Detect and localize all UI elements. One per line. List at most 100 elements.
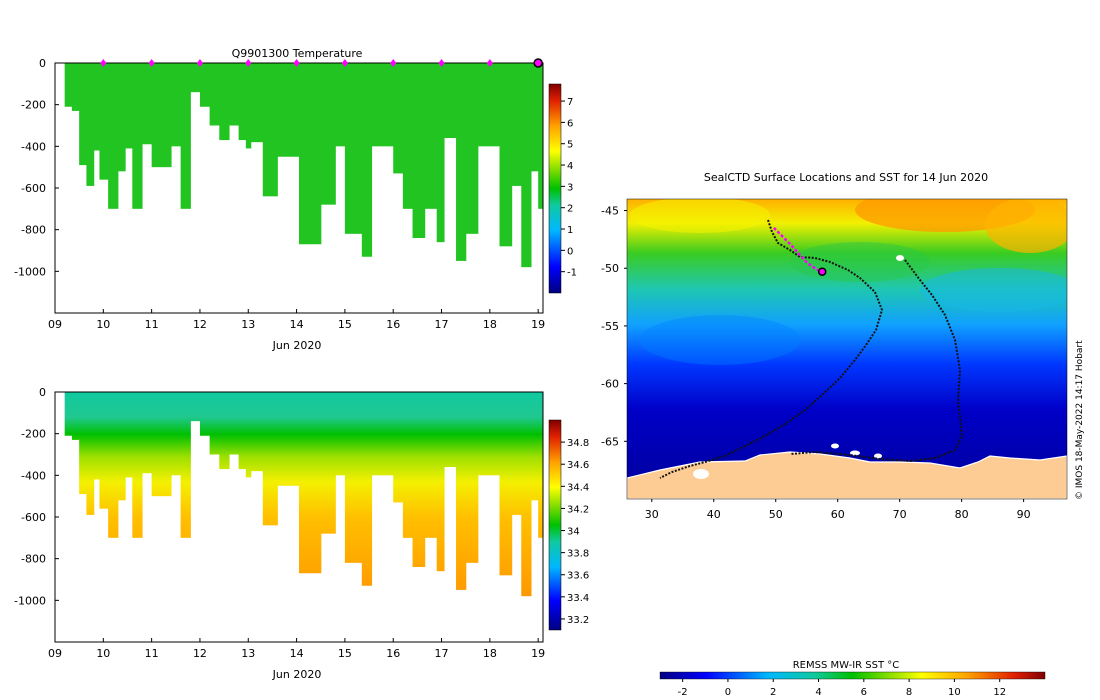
x-tick-label: 11 — [145, 318, 159, 331]
x-tick-label: 09 — [48, 647, 62, 660]
colorbar-tick-label: 1 — [567, 225, 573, 236]
ice-patch — [693, 469, 709, 479]
profile-column — [108, 63, 119, 209]
profile-column — [499, 63, 513, 247]
profile-column — [228, 392, 240, 455]
current-position-marker — [817, 267, 827, 276]
profile-column — [381, 63, 394, 147]
recent-track — [772, 226, 827, 276]
surface-marker — [196, 59, 203, 67]
profile-column — [487, 392, 501, 476]
profile-column — [465, 63, 479, 234]
profile-column — [132, 392, 143, 538]
x-tick-label: 11 — [145, 647, 159, 660]
profile-column — [456, 392, 467, 590]
y-tick-label: -200 — [21, 99, 46, 112]
profile-column — [64, 392, 73, 436]
profile-column — [335, 392, 346, 476]
profile-column — [344, 63, 356, 234]
sst-field — [627, 199, 1067, 499]
profile-column — [354, 392, 363, 563]
sst-background — [627, 199, 1067, 499]
colorbar-tick-label: 6 — [567, 118, 573, 129]
profile-column — [277, 392, 293, 486]
y-tick-label: -1000 — [14, 594, 46, 607]
x-tick-label: 13 — [241, 647, 255, 660]
colorbar-tick-label: 33.8 — [567, 549, 589, 560]
profile-column — [477, 63, 489, 147]
profile-column — [209, 392, 220, 455]
colorbar-tick-label: 33.2 — [567, 615, 589, 626]
x-tick-label: 16 — [386, 318, 400, 331]
temperature-colorbar — [548, 83, 562, 294]
profile-column — [190, 63, 201, 93]
profile-column — [71, 392, 80, 440]
x-tick-label: 12 — [193, 647, 207, 660]
profile-column — [245, 392, 252, 478]
profile-column — [117, 392, 126, 501]
profile-column — [381, 392, 394, 476]
profile-column — [86, 392, 95, 515]
surface-marker — [341, 59, 348, 67]
profile-column — [393, 392, 404, 503]
colorbar-tick-label: 7 — [567, 97, 573, 108]
temperature-profiles — [64, 63, 543, 268]
colorbar-tick-label: 34.4 — [567, 482, 589, 493]
profile-column — [511, 63, 522, 186]
warm-patch — [630, 199, 770, 233]
x-tick-label: 13 — [241, 318, 255, 331]
ice-patch — [874, 453, 882, 459]
profile-column — [117, 63, 126, 172]
salinity-xlabel: Jun 2020 — [272, 668, 322, 681]
x-tick-label: 12 — [193, 318, 207, 331]
profile-column — [151, 392, 162, 497]
x-tick-label: 09 — [48, 318, 62, 331]
ice-patch — [850, 450, 860, 456]
temperature-colorbar-ticks: 7 6 5 4 3 2 1 0 -1 — [561, 97, 577, 279]
green-patch — [790, 242, 930, 282]
profile-column — [311, 392, 322, 574]
surface-marker — [438, 59, 445, 67]
profile-column — [161, 392, 172, 497]
profile-column — [530, 63, 539, 172]
lat-tick-label: -45 — [601, 205, 619, 218]
profile-column — [311, 63, 322, 245]
kerguelen-island — [896, 255, 904, 261]
credit-text: © IMOS 18-May-2022 14:17 Hobart — [1075, 340, 1085, 500]
surface-marker — [100, 59, 107, 67]
y-tick-label: -800 — [21, 553, 46, 566]
x-tick-label: 16 — [386, 647, 400, 660]
current-marker — [533, 58, 543, 68]
profile-column — [180, 392, 191, 538]
profile-column — [228, 63, 240, 126]
profile-column — [299, 63, 312, 245]
profile-column — [371, 392, 382, 476]
profile-column — [436, 63, 445, 243]
profile-column — [99, 63, 109, 180]
profile-column — [71, 63, 80, 111]
colorbar-tick-label: 0 — [567, 246, 573, 257]
temperature-xlabel: Jun 2020 — [272, 339, 322, 352]
salinity-y-axis: 0 -200 -400 -600 -800 -1000 — [14, 386, 59, 607]
profile-column — [132, 63, 143, 209]
x-tick-label: 14 — [290, 647, 304, 660]
colorbar-tick-label: 3 — [567, 182, 573, 193]
profile-column — [487, 63, 501, 147]
cyan-patch — [920, 268, 1067, 312]
profile-column — [291, 63, 300, 157]
profile-column — [219, 63, 230, 141]
x-tick-label: 10 — [96, 318, 110, 331]
profile-column — [465, 392, 479, 563]
temperature-section-plot: Q9901300 Temperature 09 10 11 12 13 14 15 16 17 1… — [14, 47, 577, 352]
salinity-profiles — [64, 392, 543, 597]
colorbar-tick-label: 34 — [567, 527, 580, 538]
y-tick-label: -600 — [21, 511, 46, 524]
lon-tick-label: 40 — [707, 508, 721, 521]
profile-column — [456, 63, 467, 261]
x-tick-label: 15 — [338, 318, 352, 331]
profile-column — [238, 392, 247, 470]
lon-tick-label: 30 — [645, 508, 659, 521]
map-lon-axis: 30 40 50 60 70 80 90 — [645, 499, 1031, 521]
profile-column — [190, 392, 201, 422]
colorbar-tick-label: 33.6 — [567, 571, 589, 582]
